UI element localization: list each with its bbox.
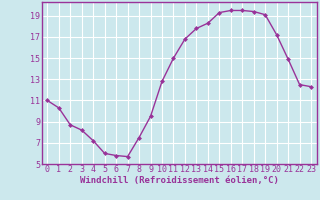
X-axis label: Windchill (Refroidissement éolien,°C): Windchill (Refroidissement éolien,°C) (80, 176, 279, 185)
